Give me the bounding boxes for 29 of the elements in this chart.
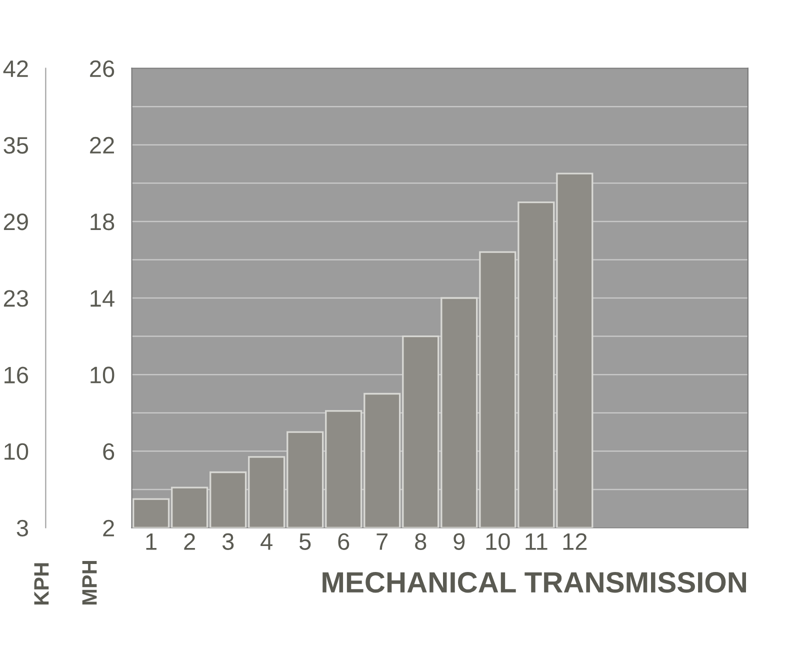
y2-tick-label: 29 <box>4 213 28 230</box>
x-tick-label: 2 <box>184 533 195 550</box>
x-tick-label: 10 <box>486 533 510 550</box>
x-tick-label: 3 <box>222 533 234 550</box>
x-tick-label: 9 <box>454 533 465 550</box>
y2-tick-label: 10 <box>4 443 28 460</box>
y2-tick-label: 42 <box>3 60 28 77</box>
y-tick-label: 10 <box>90 366 114 384</box>
y2-tick-label: 23 <box>4 290 28 307</box>
x-tick-label: 11 <box>526 533 548 550</box>
y-tick-label: 22 <box>90 136 114 154</box>
x-tick-label: 1 <box>146 533 156 550</box>
x-tick-label: 5 <box>299 533 311 550</box>
y-tick-label: 18 <box>90 214 114 230</box>
y2-axis-title: KPH <box>34 563 49 604</box>
y-tick-label: 6 <box>103 443 114 460</box>
y-axis-title: MPH <box>82 560 97 604</box>
x-axis-title: MECHANICAL TRANSMISSION <box>322 572 746 593</box>
x-tick-label: 4 <box>260 533 272 550</box>
y-tick-label: 2 <box>103 520 114 536</box>
y2-tick-label: 3 <box>16 520 28 537</box>
y2-tick-label: 16 <box>4 366 28 384</box>
y2-tick-label: 35 <box>4 136 28 154</box>
y-tick-label: 26 <box>90 60 114 78</box>
y-tick-label: 14 <box>90 290 114 307</box>
x-tick-label: 8 <box>415 533 426 550</box>
x-tick-label: 6 <box>338 533 350 550</box>
x-tick-label: 7 <box>376 533 388 550</box>
x-tick-label: 12 <box>563 533 587 550</box>
